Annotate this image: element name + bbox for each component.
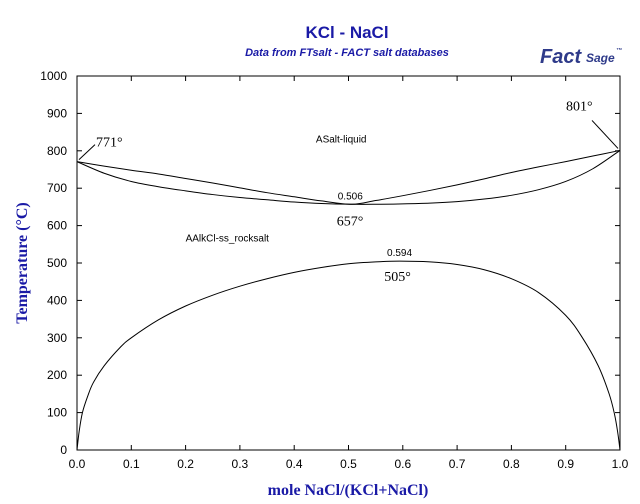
y-tick-label: 100 <box>47 406 67 420</box>
nacl-melting-point-label: 801° <box>566 99 593 114</box>
y-tick-label: 900 <box>47 106 67 120</box>
x-tick-label: 0.1 <box>123 457 140 471</box>
plot-frame <box>76 75 621 451</box>
y-tick-label: 1000 <box>40 69 67 83</box>
solvus-top-composition-label: 0.594 <box>387 248 412 259</box>
axis-ticks: 0.0 0.1 0.2 0.3 0.4 0.5 0.6 0.7 0.8 0.9 1.0 0 100 200… <box>40 69 628 471</box>
region-label-solid-solution: AAlkCl-ss_rocksalt <box>186 233 270 244</box>
minimum-composition-label: 0.506 <box>338 191 363 202</box>
y-tick-label: 0 <box>60 443 67 457</box>
solvus-top-temperature-label: 505° <box>384 270 411 285</box>
x-tick-label: 1.0 <box>612 457 629 471</box>
y-tick-label: 500 <box>47 256 67 270</box>
x-tick-label: 0.6 <box>394 457 411 471</box>
x-tick-label: 0.4 <box>286 457 303 471</box>
x-tick-label: 0.5 <box>340 457 357 471</box>
chart-title: KCl - NaCl <box>305 23 388 42</box>
point-labels: ASalt-liquid AAlkCl-ss_rocksalt 771° 801° 65… <box>78 99 619 285</box>
x-tick-label: 0.2 <box>177 457 194 471</box>
y-tick-label: 300 <box>47 331 67 345</box>
leader-line <box>78 144 96 161</box>
logo-trademark: ™ <box>616 47 622 54</box>
minimum-temperature-label: 657° <box>337 214 364 229</box>
x-tick-label: 0.7 <box>449 457 466 471</box>
kcl-melting-point-label: 771° <box>96 136 123 151</box>
y-tick-label: 600 <box>47 219 67 233</box>
solvus-curve <box>76 260 621 451</box>
y-tick-label: 400 <box>47 293 67 307</box>
y-axis-title: Temperature (°C) <box>14 202 31 323</box>
chart-subtitle: Data from FTsalt - FACT salt databases <box>245 47 449 59</box>
x-tick-label: 0.9 <box>557 457 574 471</box>
y-tick-label: 700 <box>47 181 67 195</box>
solidus-curve <box>76 150 621 205</box>
logo-suffix: Sage <box>586 51 615 65</box>
region-label-liquid: ASalt-liquid <box>316 135 367 146</box>
y-tick-label: 200 <box>47 368 67 382</box>
x-tick-label: 0.3 <box>232 457 249 471</box>
phase-boundaries <box>76 149 621 451</box>
y-tick-label: 800 <box>47 144 67 158</box>
factsage-logo: Fact Sage ™ <box>540 46 622 68</box>
x-axis-title: mole NaCl/(KCl+NaCl) <box>268 482 429 499</box>
logo-text: Fact <box>540 46 582 68</box>
x-tick-label: 0.8 <box>503 457 520 471</box>
x-tick-label: 0.0 <box>69 457 86 471</box>
leader-line <box>591 120 619 149</box>
